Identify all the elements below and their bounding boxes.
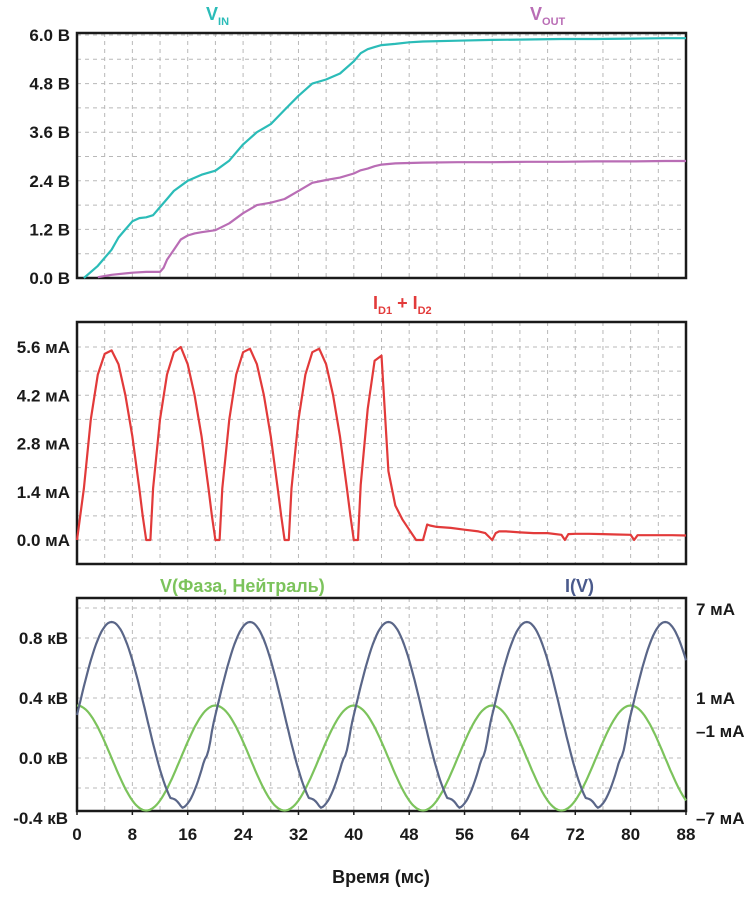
voltage-y-tick: 3.6 В [29,123,70,142]
x-tick-label: 8 [128,825,137,844]
x-tick-label: 56 [455,825,474,844]
voltage-y-tick: 2.4 В [29,172,70,191]
x-tick-label: 0 [72,825,81,844]
x-tick-label: 24 [234,825,253,844]
series-vphase-line [76,704,687,812]
current-y-tick: 0.0 мА [17,531,70,550]
current-y-tick: 4.2 мА [17,386,70,405]
line-voltage-current-panel: 0.8 кВ 0.4 кВ 0.0 кВ -0.4 кВ 7 мА 1 мА –1 мА –7… [13,596,745,844]
x-tick-label: 80 [621,825,640,844]
kv-y-tick: -0.4 кВ [13,809,68,828]
voltage-y-tick: 6.0 В [29,26,70,45]
x-tick-label: 88 [677,825,696,844]
line-panel-frame [75,596,688,813]
x-tick-label: 40 [344,825,363,844]
x-axis-label: Время (мс) [332,867,430,887]
x-tick-label: 32 [289,825,308,844]
vphase-title: V(Фаза, Нейтраль) [160,576,325,596]
voltage-panel-frame [75,31,688,280]
series-iv-line [75,620,688,809]
voltage-panel: 6.0 В 4.8 В 3.6 В 2.4 В 1.2 В 0.0 В [29,26,688,288]
x-tick-label: 48 [400,825,419,844]
diode-current-panel: 5.6 мА 4.2 мА 2.8 мА 1.4 мА 0.0 мА [17,320,688,566]
x-tick-label: 16 [178,825,197,844]
kv-y-tick: 0.8 кВ [19,629,68,648]
voltage-y-tick: 1.2 В [29,220,70,239]
ma-y-tick: –1 мА [696,722,745,741]
vout-title: VOUT [530,4,566,28]
x-tick-label: 64 [510,825,529,844]
vin-title: VIN [206,4,229,28]
current-y-tick: 2.8 мА [17,435,70,454]
kv-y-tick: 0.0 кВ [19,749,68,768]
x-tick-label: 72 [566,825,585,844]
diode-current-panel-frame [75,320,688,566]
ma-y-tick: 7 мА [696,600,735,619]
current-y-tick: 5.6 мА [17,338,70,357]
series-id1-id2-line [75,345,687,542]
id-title: ID1 + ID2 [373,293,432,317]
iv-title: I(V) [565,576,594,596]
ma-y-tick: –7 мА [696,809,745,828]
series-vin-line [83,37,686,279]
ma-y-tick: 1 мА [696,689,735,708]
series-vout-line [97,159,686,279]
current-y-tick: 1.4 мА [17,483,70,502]
voltage-y-tick: 0.0 В [29,269,70,288]
voltage-y-tick: 4.8 В [29,75,70,94]
kv-y-tick: 0.4 кВ [19,689,68,708]
